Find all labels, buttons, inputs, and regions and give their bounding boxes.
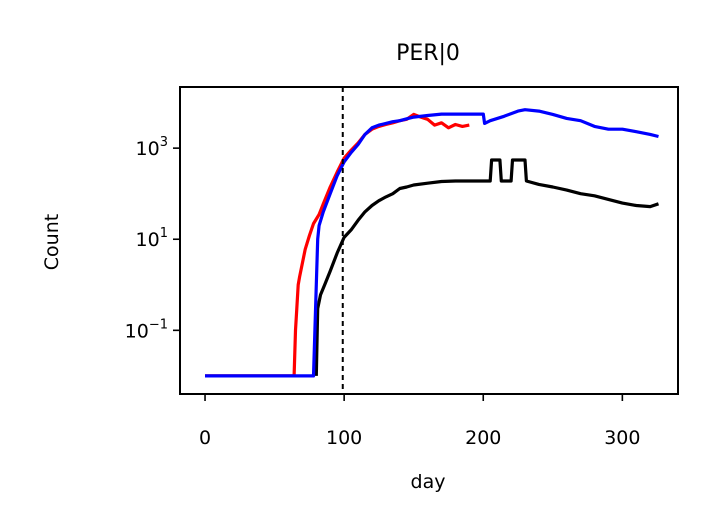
x-tick-label: 300 [604, 427, 640, 449]
y-axis-ticks: 10−1 101 103 [125, 135, 180, 342]
x-axis-label: day [411, 471, 446, 493]
y-tick-label: 101 [136, 226, 168, 251]
plot-frame [179, 86, 679, 395]
series-layer [205, 108, 660, 378]
y-tick-label: 103 [136, 135, 168, 160]
x-tick-label: 200 [465, 427, 501, 449]
series-line-0 [205, 112, 470, 378]
series-line-2 [205, 108, 659, 378]
chart-title: PER|0 [396, 41, 460, 66]
x-tick-label: 100 [326, 427, 362, 449]
y-axis-label: Count [41, 214, 63, 270]
x-axis-ticks: 0 100 200 300 [199, 394, 640, 449]
y-tick-label: 10−1 [125, 317, 168, 342]
x-tick-label: 0 [199, 427, 211, 449]
series-line-1 [314, 158, 660, 376]
